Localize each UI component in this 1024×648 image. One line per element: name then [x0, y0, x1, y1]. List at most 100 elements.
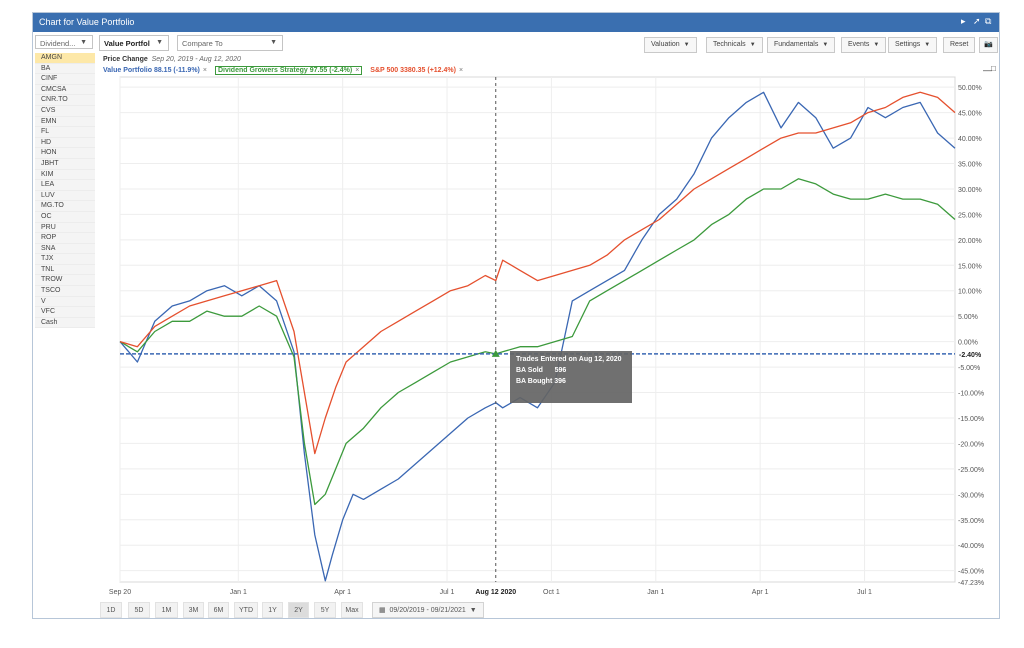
- range-button-3m[interactable]: 3M: [183, 602, 204, 618]
- maximize-icon[interactable]: □: [991, 64, 996, 73]
- y-tick-label: 0.00%: [958, 340, 978, 347]
- close-icon[interactable]: ×: [355, 67, 360, 74]
- range-button-5d[interactable]: 5D: [128, 602, 150, 618]
- tooltip-sold-value: 596: [554, 367, 567, 374]
- symbol-item[interactable]: JBHT: [35, 158, 95, 170]
- crosshair-value-label: -2.40%: [959, 352, 982, 359]
- menu-fundamentals[interactable]: Fundamentals ▼: [767, 37, 836, 53]
- x-tick-label: Jul 1: [440, 589, 455, 596]
- y-tick-label: 10.00%: [958, 289, 982, 296]
- y-tick-label: -25.00%: [958, 467, 984, 474]
- popout-icon[interactable]: ⧉: [985, 16, 992, 26]
- minimize-icon[interactable]: —: [983, 65, 992, 75]
- reset-button[interactable]: Reset: [943, 37, 976, 53]
- symbol-item[interactable]: V: [35, 296, 95, 308]
- symbol-item[interactable]: OC: [35, 211, 95, 223]
- chevron-down-icon: ▼: [156, 39, 163, 46]
- range-button-ytd[interactable]: YTD: [234, 602, 258, 618]
- y-tick-label: 45.00%: [958, 111, 982, 118]
- legend-label: Dividend Growers Strategy 97.55 (-2.4%): [217, 67, 353, 74]
- menu-label: Valuation: [651, 41, 680, 48]
- x-tick-label: Jan 1: [647, 589, 664, 596]
- symbol-item[interactable]: TNL: [35, 264, 95, 276]
- symbol-item[interactable]: AMGN: [35, 53, 95, 64]
- symbol-item[interactable]: TSCO: [35, 286, 95, 297]
- symbol-item[interactable]: LUV: [35, 190, 95, 202]
- y-tick-label: -5.00%: [958, 365, 980, 372]
- chevron-down-icon: ▼: [80, 39, 87, 46]
- symbol-item[interactable]: Cash: [35, 317, 95, 329]
- chart-legend: Value Portfolio 88.15 (-11.9%) × Dividend …: [103, 66, 471, 75]
- menu-settings[interactable]: Settings ▼: [888, 37, 938, 53]
- y-tick-label: 50.00%: [958, 85, 982, 92]
- legend-item[interactable]: Dividend Growers Strategy 97.55 (-2.4%) ×: [214, 66, 363, 75]
- trade-marker-icon: [491, 349, 500, 357]
- y-tick-label: -15.00%: [958, 416, 984, 423]
- range-button-1y[interactable]: 1Y: [262, 602, 283, 618]
- symbol-item[interactable]: CNR.TO: [35, 95, 95, 106]
- symbol-item[interactable]: HD: [35, 137, 95, 149]
- symbol-item[interactable]: CVS: [35, 105, 95, 117]
- y-tick-label: 35.00%: [958, 162, 982, 169]
- symbol-item[interactable]: ROP: [35, 233, 95, 244]
- compare-to-select[interactable]: Compare To ▼: [177, 35, 283, 51]
- sidebar-filter-dropdown[interactable]: Dividend... ▼: [35, 35, 93, 49]
- range-button-2y[interactable]: 2Y: [288, 602, 309, 618]
- title-bar: Chart for Value Portfolio ▸ ➚ ⧉: [33, 13, 999, 32]
- menu-technicals[interactable]: Technicals ▼: [706, 37, 763, 53]
- range-button-6m[interactable]: 6M: [208, 602, 229, 618]
- y-tick-label: -20.00%: [958, 441, 984, 448]
- x-tick-label: Jan 1: [230, 589, 247, 596]
- chevron-down-icon: ▼: [749, 42, 756, 48]
- symbol-item[interactable]: CMCSA: [35, 84, 95, 96]
- menu-label: Fundamentals: [774, 41, 819, 48]
- symbol-item[interactable]: KIM: [35, 169, 95, 181]
- x-tick-label: Jul 1: [857, 589, 872, 596]
- date-range-picker[interactable]: ▦ 09/20/2019 - 09/21/2021 ▼: [372, 602, 484, 618]
- close-icon[interactable]: ×: [458, 67, 464, 74]
- chevron-down-icon: ▼: [683, 42, 690, 48]
- tooltip-bought: BA Bought 396: [516, 378, 566, 385]
- legend-item[interactable]: S&P 500 3380.35 (+12.4%) ×: [370, 67, 463, 74]
- menu-label: Technicals: [713, 41, 746, 48]
- y-tick-label: 25.00%: [958, 212, 982, 219]
- symbol-item[interactable]: EMN: [35, 116, 95, 128]
- symbol-item[interactable]: TROW: [35, 275, 95, 287]
- symbol-item[interactable]: HON: [35, 148, 95, 159]
- symbol-item[interactable]: LEA: [35, 180, 95, 191]
- y-tick-label: 40.00%: [958, 136, 982, 143]
- symbol-item[interactable]: FL: [35, 127, 95, 138]
- sidebar-filter-label: Dividend...: [40, 39, 76, 48]
- symbol-item[interactable]: VFC: [35, 307, 95, 318]
- symbol-item[interactable]: MG.TO: [35, 201, 95, 212]
- menu-valuation[interactable]: Valuation ▼: [644, 37, 697, 53]
- x-tick-label: Sep 20: [109, 589, 131, 596]
- symbol-item[interactable]: SNA: [35, 243, 95, 255]
- price-change-header: Price Change Sep 20, 2019 - Aug 12, 2020: [103, 56, 241, 63]
- menu-label: Events: [848, 41, 870, 48]
- symbol-item[interactable]: BA: [35, 63, 95, 75]
- y-tick-label: 15.00%: [958, 263, 982, 270]
- legend-item[interactable]: Value Portfolio 88.15 (-11.9%) ×: [103, 67, 207, 74]
- range-button-1m[interactable]: 1M: [155, 602, 178, 618]
- symbol-item[interactable]: TJX: [35, 254, 95, 265]
- legend-label: S&P 500 3380.35 (+12.4%): [370, 67, 456, 74]
- portfolio-select-value: Value Portfol: [104, 39, 150, 48]
- symbol-item[interactable]: PRU: [35, 222, 95, 234]
- y-tick-label: 5.00%: [958, 314, 978, 321]
- pin-icon[interactable]: ➚: [973, 16, 981, 26]
- y-min-label: -47.23%: [958, 580, 984, 587]
- portfolio-select[interactable]: Value Portfol ▼: [99, 35, 169, 51]
- symbol-item[interactable]: CINF: [35, 74, 95, 85]
- range-button-5y[interactable]: 5Y: [314, 602, 336, 618]
- camera-icon[interactable]: 📷: [979, 37, 998, 53]
- menu-events[interactable]: Events ▼: [841, 37, 887, 53]
- x-tick-label: Oct 1: [543, 589, 560, 596]
- play-icon[interactable]: ▸: [961, 16, 966, 26]
- price-change-label: Price Change: [103, 56, 148, 63]
- y-tick-label: -10.00%: [958, 391, 984, 398]
- close-icon[interactable]: ×: [202, 67, 207, 74]
- range-button-max[interactable]: Max: [341, 602, 363, 618]
- range-button-1d[interactable]: 1D: [100, 602, 122, 618]
